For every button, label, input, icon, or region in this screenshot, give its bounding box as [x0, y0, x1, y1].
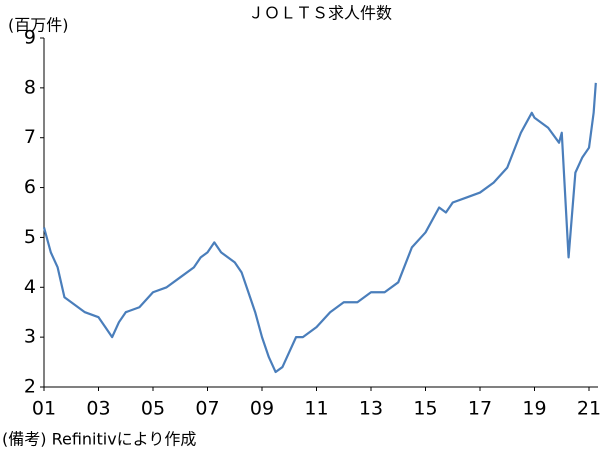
chart-title: ＪＯＬＴＳ求人件数 [248, 4, 392, 23]
y-axis-label: (百万件) [8, 16, 69, 35]
x-tick-label: 19 [522, 398, 546, 420]
x-tick-label: 03 [86, 398, 110, 420]
note: (備考) Refinitivにより作成 [2, 430, 196, 449]
x-tick-label: 21 [577, 398, 601, 420]
y-tick-label: 3 [24, 326, 36, 348]
y-tick-label: 4 [24, 276, 36, 298]
x-tick-label: 01 [32, 398, 56, 420]
x-tick-label: 07 [195, 398, 219, 420]
x-tick-label: 13 [359, 398, 383, 420]
y-tick-label: 9 [24, 27, 36, 49]
x-tick-label: 09 [250, 398, 274, 420]
data-line [42, 82, 597, 374]
y-tick-label: 8 [24, 76, 36, 98]
y-tick-label: 6 [24, 176, 36, 198]
x-tick-label: 17 [468, 398, 492, 420]
x-tick-label: 15 [413, 398, 437, 420]
x-tick-label: 05 [141, 398, 165, 420]
y-tick-label: 5 [24, 226, 36, 248]
y-tick-label: 2 [24, 376, 36, 398]
y-tick-label: 7 [24, 126, 36, 148]
x-tick-label: 11 [304, 398, 328, 420]
